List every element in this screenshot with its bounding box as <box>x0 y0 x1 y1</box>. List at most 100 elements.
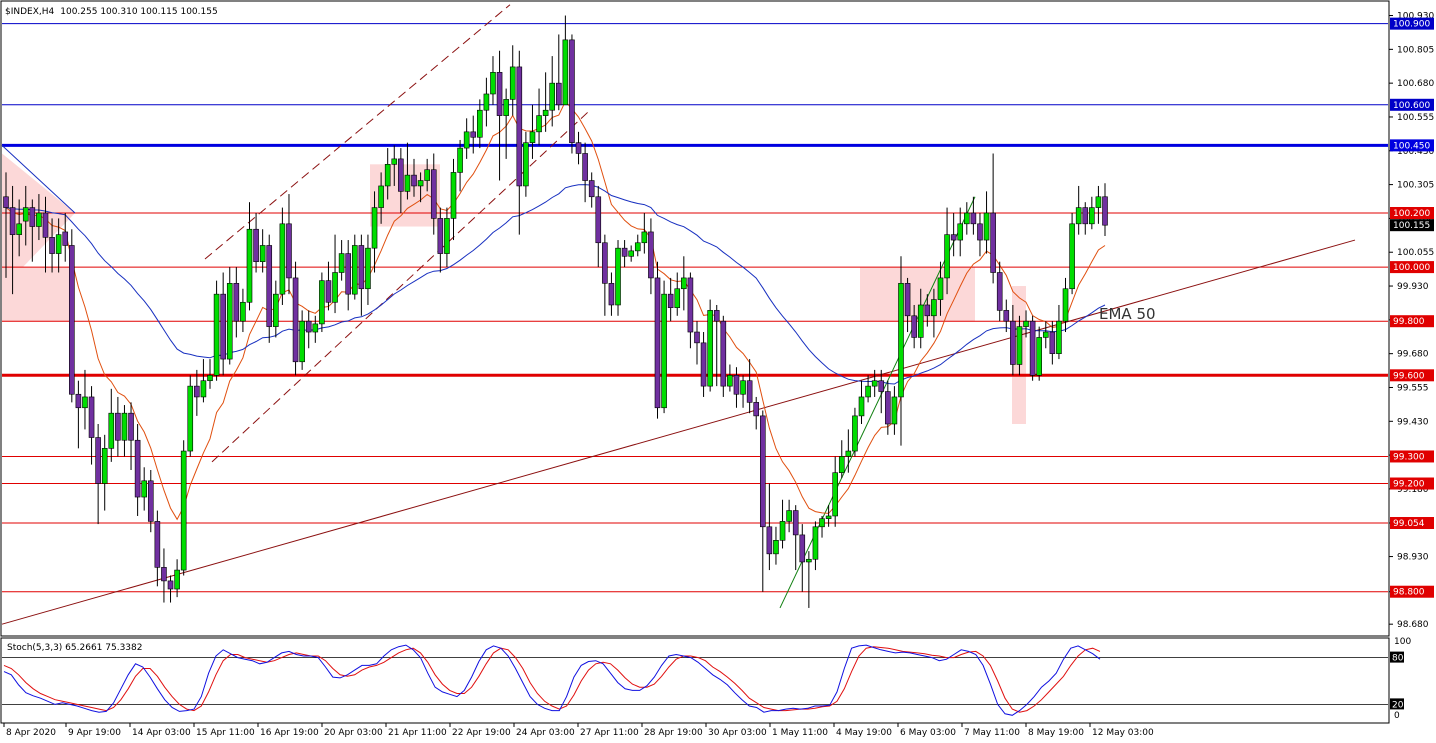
level-label-box <box>1390 207 1434 219</box>
bull-candle <box>444 218 450 254</box>
bull-candle <box>964 212 970 225</box>
bull-candle <box>174 569 180 590</box>
bull-candle <box>891 396 898 425</box>
bull-candle <box>549 82 556 111</box>
bear-candle <box>904 283 911 317</box>
ema-lines <box>5 100 1106 521</box>
bear-candle <box>95 437 101 484</box>
bear-candle <box>720 320 727 387</box>
bull-candle <box>681 277 687 290</box>
level-label-text: 100.900 <box>1393 20 1430 30</box>
bear-candle <box>516 66 523 187</box>
long-trendline <box>1 239 1356 625</box>
time-tick-label: 6 May 03:00 <box>900 728 956 738</box>
bull-candle <box>200 380 207 398</box>
bear-candle <box>75 393 82 409</box>
bull-candle <box>931 299 937 317</box>
time-tick-label: 4 May 19:00 <box>836 728 892 738</box>
bear-candle <box>950 234 957 241</box>
bear-candle <box>194 385 200 398</box>
bull-candle <box>819 518 825 528</box>
bear-candle <box>746 380 753 403</box>
time-tick-label: 20 Apr 03:00 <box>324 728 383 738</box>
bear-candle <box>134 439 141 498</box>
bull-candle <box>463 131 470 149</box>
bull-candle <box>404 174 411 192</box>
bear-candle <box>924 304 931 317</box>
bear-candle <box>733 375 740 395</box>
level-label-box <box>1390 261 1434 274</box>
bear-candle <box>667 293 674 308</box>
time-axis: 8 Apr 2020 9 Apr 19:00 14 Apr 03:00 15 Apr … <box>3 723 1154 738</box>
bull-candle <box>450 172 457 219</box>
bear-candle <box>694 331 700 344</box>
price-tick-label: 100.055 <box>1397 248 1434 258</box>
bull-candle <box>503 99 509 116</box>
bear-candle <box>496 72 503 116</box>
stoch-axis-label: 0 <box>1394 711 1400 721</box>
bear-candle <box>437 218 444 254</box>
bull-candle <box>983 212 990 241</box>
bear-candle <box>345 253 352 295</box>
bull-candle <box>562 39 569 106</box>
level-label-box <box>1390 98 1434 111</box>
price-tick-label: 99.555 <box>1397 383 1429 393</box>
time-tick-label: 22 Apr 19:00 <box>452 728 511 738</box>
bear-candle <box>885 391 891 425</box>
level-label-box <box>1390 139 1434 152</box>
level-label-box <box>1390 315 1434 328</box>
price-tick-label: 98.930 <box>1397 553 1429 563</box>
level-label-box <box>1390 450 1434 463</box>
time-tick-label: 21 Apr 11:00 <box>388 728 447 738</box>
level-label-text: 99.600 <box>1393 371 1425 381</box>
bull-candle <box>279 223 286 295</box>
bull-candle <box>82 396 88 409</box>
bear-candle <box>799 534 806 563</box>
ema-50-line <box>5 184 1106 385</box>
bear-candle <box>1029 320 1036 376</box>
time-tick-label: 14 Apr 03:00 <box>132 728 191 738</box>
bull-candle <box>36 212 42 227</box>
bull-candle <box>536 115 542 133</box>
bull-candle <box>641 231 648 244</box>
bull-candle <box>417 180 424 187</box>
bear-candle <box>700 342 707 387</box>
time-tick-label: 7 May 11:00 <box>964 728 1020 738</box>
bear-candle <box>1010 320 1016 365</box>
bull-candle <box>213 293 220 376</box>
bull-candle <box>727 375 733 387</box>
bull-candle <box>957 223 964 241</box>
bull-candle <box>384 164 391 187</box>
ema-left-tail <box>1 145 76 214</box>
bull-candle <box>180 450 187 571</box>
level-label-box <box>1390 369 1434 382</box>
bull-candle <box>509 66 516 100</box>
current-price-box <box>1390 219 1434 232</box>
time-tick-label: 15 Apr 11:00 <box>196 728 255 738</box>
price-tick-label: 100.305 <box>1397 181 1434 191</box>
level-label-text: 100.450 <box>1393 141 1430 151</box>
level-label-text: 99.200 <box>1393 480 1425 490</box>
bear-candle <box>292 277 299 363</box>
bear-candle <box>654 277 661 409</box>
bull-candle <box>523 142 529 187</box>
bear-candle <box>1049 331 1056 354</box>
bull-candle <box>483 93 490 111</box>
bear-candle <box>970 212 977 225</box>
current-price-text: 100.155 <box>1393 221 1430 231</box>
indicator-plot-border <box>0 637 1390 724</box>
bear-candle <box>713 310 720 322</box>
bull-candle <box>371 207 378 249</box>
bull-candle <box>806 558 812 563</box>
bull-candle <box>312 323 319 333</box>
time-tick-label: 27 Apr 11:00 <box>580 728 639 738</box>
trendlines <box>1 4 1356 625</box>
bear-candle <box>977 223 983 241</box>
bear-candle <box>602 242 608 284</box>
stoch-level-label: 20 <box>1392 700 1404 710</box>
bear-candle <box>595 196 602 244</box>
bull-candle <box>391 158 398 165</box>
bull-candle <box>865 385 871 398</box>
bull-candle <box>944 234 950 279</box>
